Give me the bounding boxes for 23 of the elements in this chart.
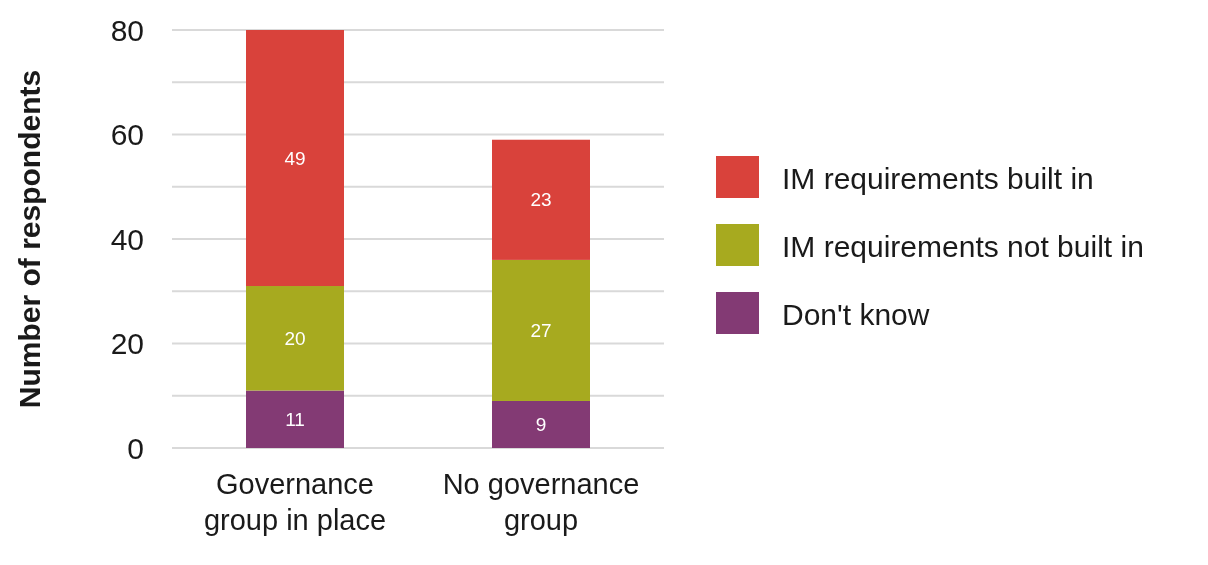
bar bbox=[246, 30, 344, 287]
y-tick-label: 40 bbox=[110, 222, 144, 256]
data-label: 27 bbox=[530, 319, 552, 341]
y-tick-label: 60 bbox=[110, 118, 144, 151]
y-axis-title: Number of respondents bbox=[13, 69, 46, 409]
data-label: 49 bbox=[284, 147, 306, 169]
bar bbox=[246, 286, 344, 391]
legend-label: Don't know bbox=[782, 297, 930, 331]
data-label: 20 bbox=[284, 327, 306, 349]
x-tick-label: No governance group bbox=[442, 468, 640, 536]
bar bbox=[492, 400, 590, 448]
data-label: 9 bbox=[535, 413, 547, 435]
y-tick-label: 0 bbox=[127, 431, 144, 465]
bar bbox=[492, 139, 590, 260]
x-tick-label: Governance group in place bbox=[203, 468, 387, 536]
bar bbox=[246, 390, 344, 448]
legend-label: IM requirements built in bbox=[782, 161, 1094, 195]
data-label: 23 bbox=[530, 189, 552, 211]
bar bbox=[492, 259, 590, 401]
legend-label: IM requirements not built in bbox=[782, 229, 1144, 263]
data-label: 11 bbox=[285, 408, 305, 430]
y-tick-label: 20 bbox=[110, 327, 144, 360]
y-tick-label: 80 bbox=[110, 13, 144, 47]
